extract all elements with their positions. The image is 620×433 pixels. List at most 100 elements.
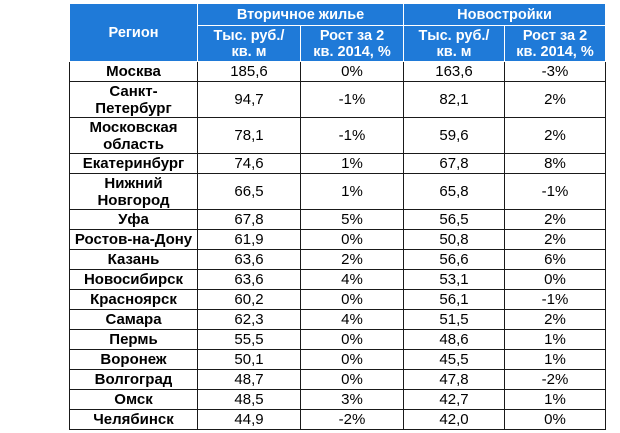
region-cell: Самара bbox=[69, 309, 198, 330]
table-row: Уфа 67,8 5% 56,5 2% bbox=[69, 209, 607, 230]
new-growth-cell: 1% bbox=[504, 349, 607, 370]
growth-label-line1: Рост за 2 bbox=[319, 27, 385, 44]
secondary-price-cell: 60,2 bbox=[197, 289, 301, 310]
secondary-price-cell: 44,9 bbox=[197, 409, 301, 430]
secondary-price-cell: 67,8 bbox=[197, 209, 301, 230]
region-name-line: Уфа bbox=[118, 211, 149, 228]
new-price-cell: 56,5 bbox=[403, 209, 506, 230]
new-growth-cell: 0% bbox=[504, 269, 607, 290]
new-price-cell: 42,7 bbox=[403, 389, 506, 410]
region-name-line: Пермь bbox=[109, 331, 158, 348]
table-row: Омск 48,5 3% 42,7 1% bbox=[69, 389, 607, 410]
region-name-line: Петербург bbox=[95, 99, 172, 117]
new-growth-cell: 2% bbox=[504, 229, 607, 250]
secondary-price-cell: 62,3 bbox=[197, 309, 301, 330]
new-growth-cell: -1% bbox=[504, 173, 607, 210]
region-cell: Санкт- Петербург bbox=[69, 81, 198, 118]
new-price-cell: 56,6 bbox=[403, 249, 506, 270]
new-price-cell: 50,8 bbox=[403, 229, 506, 250]
secondary-price-cell: 61,9 bbox=[197, 229, 301, 250]
table-row: Челябинск 44,9 -2% 42,0 0% bbox=[69, 409, 607, 430]
new-price-cell: 59,6 bbox=[403, 117, 506, 154]
new-price-cell: 47,8 bbox=[403, 369, 506, 390]
growth-label-line2: кв. 2014, % bbox=[516, 43, 594, 60]
secondary-price-cell: 74,6 bbox=[197, 153, 301, 174]
new-growth-cell: 2% bbox=[504, 209, 607, 230]
new-growth-cell: 0% bbox=[504, 409, 607, 430]
secondary-growth-cell: 0% bbox=[299, 329, 405, 350]
new-growth-cell: 2% bbox=[504, 81, 607, 118]
new-growth-cell: 8% bbox=[504, 153, 607, 174]
region-name-line: область bbox=[103, 135, 164, 153]
secondary-growth-cell: 1% bbox=[299, 153, 405, 174]
new-price-cell: 56,1 bbox=[403, 289, 506, 310]
region-name-line: Москва bbox=[106, 63, 161, 80]
table-header: Регион Вторичное жилье Новостройки Тыс. … bbox=[69, 3, 607, 62]
table-row: Казань 63,6 2% 56,6 6% bbox=[69, 249, 607, 270]
new-buildings-header: Новостройки bbox=[403, 3, 607, 26]
table-row: Екатеринбург 74,6 1% 67,8 8% bbox=[69, 153, 607, 174]
new-growth-cell: 2% bbox=[504, 309, 607, 330]
table-row: Нижний Новгород 66,5 1% 65,8 -1% bbox=[69, 173, 607, 210]
secondary-growth-cell: 0% bbox=[299, 229, 405, 250]
region-name-line: Московская bbox=[89, 118, 178, 136]
region-name-line: Новосибирск bbox=[83, 271, 184, 288]
region-name-line: Казань bbox=[107, 251, 160, 268]
growth-label-line2: кв. 2014, % bbox=[313, 43, 391, 60]
region-name-line: Красноярск bbox=[90, 291, 177, 308]
region-name-line: Ростов-на-Дону bbox=[74, 231, 193, 248]
secondary-growth-cell: 0% bbox=[299, 61, 405, 82]
secondary-growth-cell: -2% bbox=[299, 409, 405, 430]
region-name-line: Воронеж bbox=[100, 351, 167, 368]
new-price-cell: 65,8 bbox=[403, 173, 506, 210]
secondary-price-header: Тыс. руб./кв. м bbox=[197, 25, 301, 62]
new-price-cell: 48,6 bbox=[403, 329, 506, 350]
secondary-price-cell: 63,6 bbox=[197, 249, 301, 270]
new-price-cell: 42,0 bbox=[403, 409, 506, 430]
region-cell: Новосибирск bbox=[69, 269, 198, 290]
price-table: Регион Вторичное жилье Новостройки Тыс. … bbox=[69, 3, 607, 430]
table-row: Воронеж 50,1 0% 45,5 1% bbox=[69, 349, 607, 370]
region-name-line: Новгород bbox=[97, 191, 170, 209]
secondary-price-cell: 63,6 bbox=[197, 269, 301, 290]
new-growth-cell: 2% bbox=[504, 117, 607, 154]
secondary-growth-cell: 4% bbox=[299, 269, 405, 290]
secondary-price-cell: 48,5 bbox=[197, 389, 301, 410]
new-growth-cell: -1% bbox=[504, 289, 607, 310]
table-row: Ростов-на-Дону 61,9 0% 50,8 2% bbox=[69, 229, 607, 250]
secondary-price-cell: 94,7 bbox=[197, 81, 301, 118]
new-price-cell: 51,5 bbox=[403, 309, 506, 330]
header-sub-row: Тыс. руб./кв. м Рост за 2 кв. 2014, % Тыс… bbox=[70, 25, 607, 62]
new-growth-cell: -2% bbox=[504, 369, 607, 390]
region-cell: Казань bbox=[69, 249, 198, 270]
region-column-header: Регион bbox=[69, 3, 198, 62]
secondary-growth-header: Рост за 2 кв. 2014, % bbox=[299, 25, 405, 62]
secondary-housing-header: Вторичное жилье bbox=[196, 3, 405, 26]
secondary-growth-cell: 0% bbox=[299, 289, 405, 310]
table-row: Волгоград 48,7 0% 47,8 -2% bbox=[69, 369, 607, 390]
region-cell: Волгоград bbox=[69, 369, 198, 390]
region-name-line: Челябинск bbox=[93, 411, 174, 428]
table-body: Москва 185,6 0% 163,6 -3% Санкт- Петербург 94,7… bbox=[69, 61, 607, 430]
price-label-line2: кв. м bbox=[436, 43, 472, 60]
region-cell: Москва bbox=[69, 61, 198, 82]
table-row: Пермь 55,5 0% 48,6 1% bbox=[69, 329, 607, 350]
region-cell: Екатеринбург bbox=[69, 153, 198, 174]
table-row: Московская область 78,1 -1% 59,6 2% bbox=[69, 117, 607, 154]
region-cell: Ростов-на-Дону bbox=[69, 229, 198, 250]
region-name-line: Санкт- bbox=[109, 82, 158, 100]
secondary-growth-cell: 0% bbox=[299, 349, 405, 370]
secondary-growth-cell: -1% bbox=[299, 117, 405, 154]
region-name-line: Нижний bbox=[104, 174, 163, 192]
region-cell: Пермь bbox=[69, 329, 198, 350]
new-price-header: Тыс. руб./кв. м bbox=[403, 25, 506, 62]
new-growth-cell: 1% bbox=[504, 389, 607, 410]
header-group-row: Регион Вторичное жилье Новостройки bbox=[69, 3, 607, 62]
secondary-growth-cell: 1% bbox=[299, 173, 405, 210]
growth-label-line1: Рост за 2 bbox=[522, 27, 588, 44]
secondary-growth-cell: 2% bbox=[299, 249, 405, 270]
new-growth-cell: -3% bbox=[504, 61, 607, 82]
new-price-cell: 67,8 bbox=[403, 153, 506, 174]
region-name-line: Волгоград bbox=[94, 371, 173, 388]
new-price-cell: 163,6 bbox=[403, 61, 506, 82]
